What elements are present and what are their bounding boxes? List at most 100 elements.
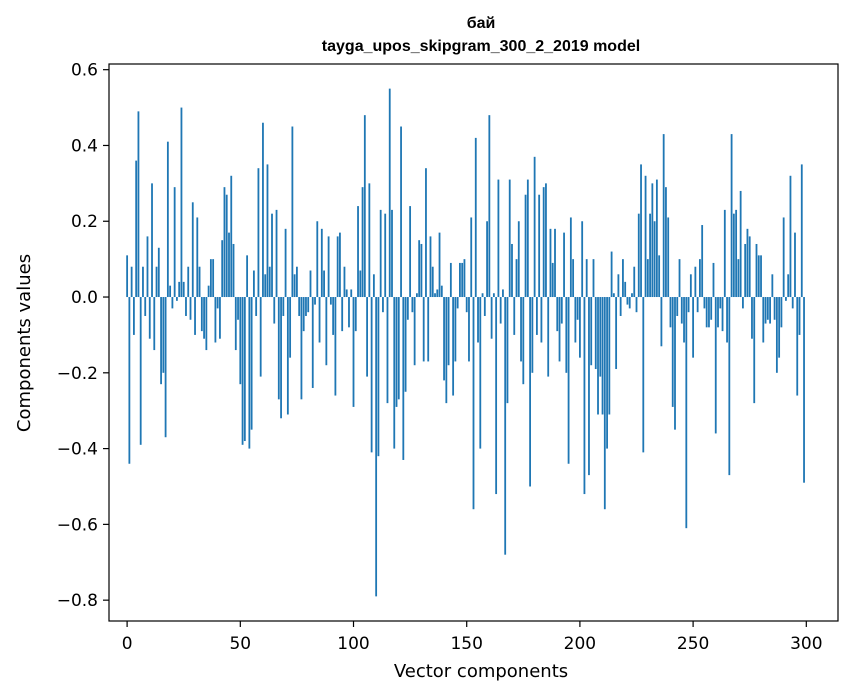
bar-280 [760, 255, 762, 298]
bar-4 [135, 160, 138, 298]
bar-39 [214, 297, 217, 343]
bar-208 [597, 297, 599, 415]
bar-122 [402, 297, 405, 460]
bar-71 [286, 297, 289, 415]
bar-262 [719, 297, 722, 309]
bar-218 [619, 297, 622, 316]
bar-199 [576, 297, 579, 320]
bar-197 [572, 259, 575, 298]
bar-201 [581, 221, 584, 298]
bar-13 [155, 266, 158, 298]
bar-231 [649, 213, 651, 298]
bar-145 [454, 297, 457, 362]
bar-1 [128, 297, 131, 464]
y-tick-label: −0.2 [57, 364, 98, 384]
bar-0 [126, 255, 129, 298]
bar-196 [569, 217, 572, 298]
bar-40 [216, 297, 219, 309]
x-tick-label: 0 [122, 634, 133, 654]
bar-174 [520, 297, 522, 362]
x-axis-label: Vector components [394, 661, 568, 682]
bar-15 [160, 297, 162, 385]
bar-260 [714, 297, 717, 434]
bar-234 [655, 179, 658, 298]
bar-60 [262, 122, 264, 298]
bar-108 [370, 297, 373, 453]
bar-182 [538, 194, 541, 298]
bar-129 [418, 240, 421, 298]
bar-132 [425, 168, 427, 298]
bar-257 [708, 297, 710, 328]
bar-10 [148, 297, 151, 339]
bar-244 [678, 259, 681, 298]
bar-209 [599, 297, 602, 377]
bar-26 [185, 297, 187, 316]
bar-63 [268, 266, 271, 298]
bar-31 [196, 217, 199, 298]
bar-69 [282, 297, 285, 316]
bar-34 [203, 297, 205, 339]
bar-206 [592, 259, 595, 298]
bar-296 [796, 297, 799, 396]
bar-57 [255, 297, 258, 316]
bar-165 [499, 297, 502, 324]
bar-38 [212, 259, 215, 298]
bar-27 [187, 266, 190, 298]
bar-297 [798, 297, 801, 335]
bar-235 [658, 255, 661, 298]
bar-187 [549, 228, 552, 298]
bar-137 [436, 289, 439, 298]
bar-252 [696, 297, 699, 313]
bar-158 [483, 297, 486, 316]
bar-37 [209, 259, 212, 298]
bar-205 [590, 297, 593, 366]
bar-8 [144, 297, 147, 316]
bar-81 [309, 270, 312, 298]
bar-265 [726, 297, 728, 343]
bar-176 [524, 194, 527, 298]
bar-267 [730, 134, 733, 298]
y-axis-label: Components values [14, 254, 35, 432]
bar-249 [689, 274, 692, 298]
y-tick-label: 0.0 [71, 288, 98, 308]
bar-261 [717, 297, 719, 328]
bar-194 [565, 297, 568, 373]
bar-68 [280, 297, 282, 419]
bar-32 [198, 266, 201, 298]
bar-67 [277, 297, 280, 400]
bar-150 [465, 297, 468, 313]
bar-215 [612, 293, 615, 298]
bar-232 [651, 183, 654, 298]
bar-141 [445, 297, 448, 404]
bar-72 [289, 297, 292, 358]
bar-12 [153, 297, 156, 351]
bar-93 [336, 236, 339, 298]
bar-128 [416, 293, 418, 298]
bar-161 [490, 297, 493, 339]
bar-7 [142, 266, 144, 298]
bar-193 [563, 232, 565, 298]
bar-283 [766, 297, 769, 320]
bar-213 [608, 297, 611, 415]
bar-225 [635, 297, 638, 313]
bar-211 [603, 297, 606, 510]
bar-80 [307, 297, 310, 313]
bar-90 [329, 297, 332, 305]
bar-278 [755, 243, 758, 298]
bar-123 [404, 297, 407, 392]
x-tick-label: 250 [677, 634, 709, 654]
bar-152 [470, 217, 473, 298]
bar-107 [368, 183, 371, 298]
bar-88 [325, 297, 328, 366]
bar-192 [560, 297, 563, 324]
y-tick-label: 0.4 [71, 136, 98, 156]
bar-268 [732, 213, 735, 298]
bar-64 [271, 213, 273, 298]
bar-143 [449, 262, 452, 298]
bar-220 [624, 281, 627, 298]
bar-221 [626, 297, 629, 305]
bar-238 [665, 187, 667, 298]
y-axis-ticks: 0.6 0.4 0.2 0.0 −0.2 −0.4 −0.6 −0.8 [57, 61, 109, 611]
bar-254 [701, 225, 704, 298]
bar-258 [710, 297, 713, 320]
